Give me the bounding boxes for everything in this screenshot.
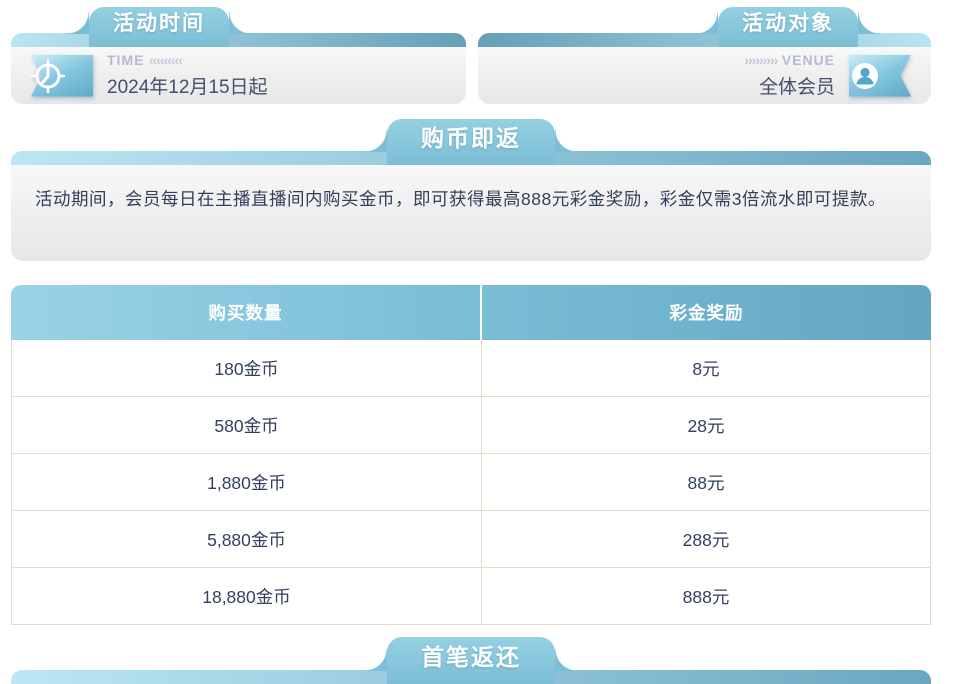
cell-quantity: 1,880金币 [12, 454, 483, 510]
activity-target-bar [478, 33, 931, 47]
activity-time-card: TIME ‹‹‹‹‹‹‹‹‹ 2024年12月15日起 [11, 47, 466, 104]
table-row: 1,880金币 88元 [11, 454, 931, 511]
rewards-table-header: 购买数量 彩金奖励 [11, 285, 931, 340]
time-label-row: TIME ‹‹‹‹‹‹‹‹‹ [107, 52, 268, 70]
activity-time-header: 活动时间 [11, 7, 466, 47]
buy-coin-description-text: 活动期间，会员每日在主播直播间内购买金币，即可获得最高888元彩金奖励，彩金仅需… [35, 189, 886, 209]
time-label: TIME [107, 52, 145, 68]
cell-quantity: 5,880金币 [12, 511, 483, 567]
cell-quantity: 18,880金币 [12, 568, 483, 624]
venue-chevrons: ››››››››› [744, 52, 778, 68]
cell-reward: 288元 [682, 529, 730, 550]
tab-activity-time-label: 活动时间 [113, 12, 205, 35]
column-header-reward: 彩金奖励 [669, 303, 744, 323]
buy-coin-description: 活动期间，会员每日在主播直播间内购买金币，即可获得最高888元彩金奖励，彩金仅需… [11, 165, 931, 261]
cell-reward: 28元 [687, 415, 725, 436]
venue-value: 全体会员 [758, 77, 835, 98]
user-icon [849, 54, 911, 97]
table-row: 180金币 8元 [11, 340, 931, 397]
first-return-section-header: 首笔返还 [11, 634, 931, 684]
cell-quantity: 580金币 [12, 397, 483, 453]
table-row: 580金币 28元 [11, 397, 931, 454]
activity-time-bar [11, 33, 466, 47]
table-row: 18,880金币 888元 [11, 568, 931, 625]
activity-target-card: ››››››››› VENUE 全体会员 [478, 47, 931, 104]
tab-first-return: 首笔返还 [365, 637, 577, 684]
tab-buy-coin-return: 购币即返 [365, 119, 577, 165]
tab-activity-target: 活动对象 [696, 7, 880, 47]
time-chevrons: ‹‹‹‹‹‹‹‹‹ [148, 52, 183, 68]
rewards-table: 购买数量 彩金奖励 180金币 8元 580金币 28元 1,880金币 88元… [11, 285, 931, 625]
venue-text-block: ››››››››› VENUE 全体会员 [744, 52, 835, 99]
activity-target-header: 活动对象 [478, 7, 931, 47]
tab-activity-target-label: 活动对象 [742, 12, 834, 35]
cell-quantity: 180金币 [12, 340, 483, 396]
buy-coin-section-header: 购币即返 [11, 118, 931, 165]
cell-reward: 8元 [692, 358, 720, 379]
table-row: 5,880金币 288元 [11, 511, 931, 568]
venue-label-row: ››››››››› VENUE [744, 52, 835, 70]
cell-reward: 88元 [687, 472, 725, 493]
venue-label: VENUE [781, 52, 835, 68]
clock-icon [31, 54, 93, 97]
tab-first-return-label: 首笔返还 [421, 643, 521, 670]
tab-buy-coin-label: 购币即返 [421, 125, 521, 151]
time-text-block: TIME ‹‹‹‹‹‹‹‹‹ 2024年12月15日起 [107, 52, 268, 99]
time-value: 2024年12月15日起 [107, 77, 268, 98]
cell-reward: 888元 [682, 586, 730, 607]
tab-activity-time: 活动时间 [67, 7, 251, 47]
column-header-quantity: 购买数量 [11, 285, 483, 340]
